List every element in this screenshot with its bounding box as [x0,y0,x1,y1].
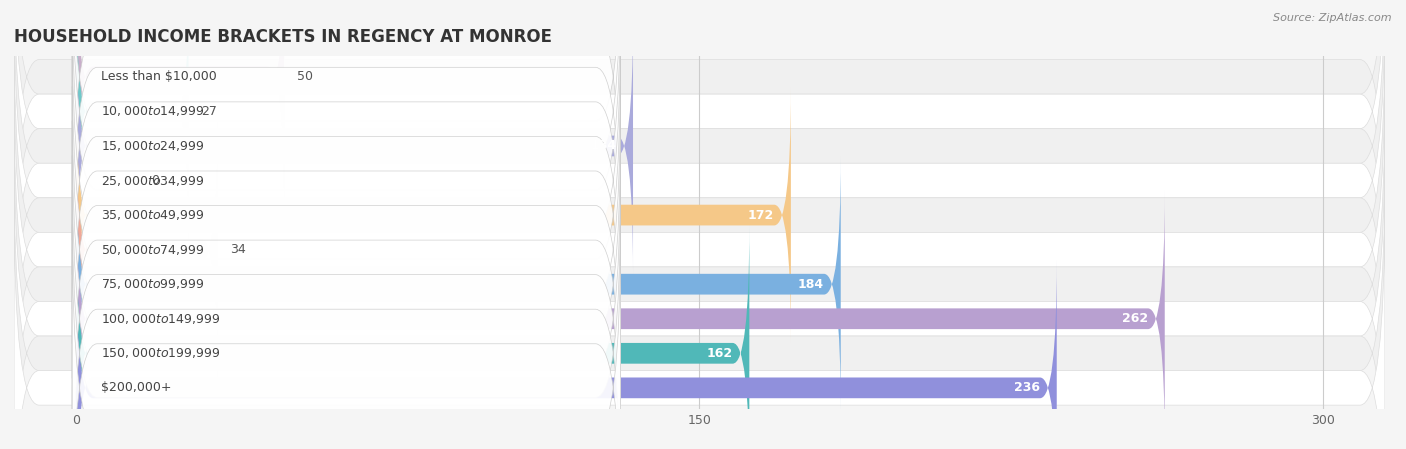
FancyBboxPatch shape [76,0,188,239]
Text: $100,000 to $149,999: $100,000 to $149,999 [101,312,221,326]
Text: HOUSEHOLD INCOME BRACKETS IN REGENCY AT MONROE: HOUSEHOLD INCOME BRACKETS IN REGENCY AT … [14,28,553,46]
FancyBboxPatch shape [14,0,1385,336]
FancyBboxPatch shape [72,17,620,344]
Text: $75,000 to $99,999: $75,000 to $99,999 [101,277,205,291]
FancyBboxPatch shape [72,0,620,309]
Text: $50,000 to $74,999: $50,000 to $74,999 [101,242,205,257]
Text: 172: 172 [748,209,775,221]
FancyBboxPatch shape [76,156,841,412]
Text: 162: 162 [707,347,733,360]
FancyBboxPatch shape [14,60,1385,440]
Text: $25,000 to $34,999: $25,000 to $34,999 [101,173,205,188]
FancyBboxPatch shape [72,0,620,240]
FancyBboxPatch shape [76,191,1164,447]
FancyBboxPatch shape [72,190,620,449]
Text: $35,000 to $49,999: $35,000 to $49,999 [101,208,205,222]
Text: $200,000+: $200,000+ [101,381,172,394]
FancyBboxPatch shape [76,87,790,343]
FancyBboxPatch shape [76,0,284,205]
FancyBboxPatch shape [72,121,620,448]
Text: $10,000 to $14,999: $10,000 to $14,999 [101,105,205,119]
Text: 134: 134 [591,140,616,153]
Text: 34: 34 [231,243,246,256]
Text: Less than $10,000: Less than $10,000 [101,70,217,84]
FancyBboxPatch shape [76,260,1057,449]
FancyBboxPatch shape [76,18,633,274]
Text: $150,000 to $199,999: $150,000 to $199,999 [101,346,221,360]
Text: 262: 262 [1122,312,1149,325]
FancyBboxPatch shape [14,0,1385,267]
FancyBboxPatch shape [72,86,620,413]
FancyBboxPatch shape [76,122,218,378]
FancyBboxPatch shape [76,225,749,449]
Text: 236: 236 [1014,381,1040,394]
Text: 50: 50 [297,70,312,84]
FancyBboxPatch shape [72,52,620,379]
Text: 27: 27 [201,105,217,118]
FancyBboxPatch shape [14,129,1385,449]
Text: 184: 184 [799,277,824,291]
FancyBboxPatch shape [72,224,620,449]
FancyBboxPatch shape [14,163,1385,449]
Text: 0: 0 [152,174,159,187]
Text: Source: ZipAtlas.com: Source: ZipAtlas.com [1274,13,1392,23]
Text: $15,000 to $24,999: $15,000 to $24,999 [101,139,205,153]
FancyBboxPatch shape [72,155,620,449]
FancyBboxPatch shape [14,198,1385,449]
FancyBboxPatch shape [14,0,1385,301]
FancyBboxPatch shape [14,94,1385,449]
FancyBboxPatch shape [72,0,620,275]
FancyBboxPatch shape [14,25,1385,405]
FancyBboxPatch shape [14,0,1385,370]
